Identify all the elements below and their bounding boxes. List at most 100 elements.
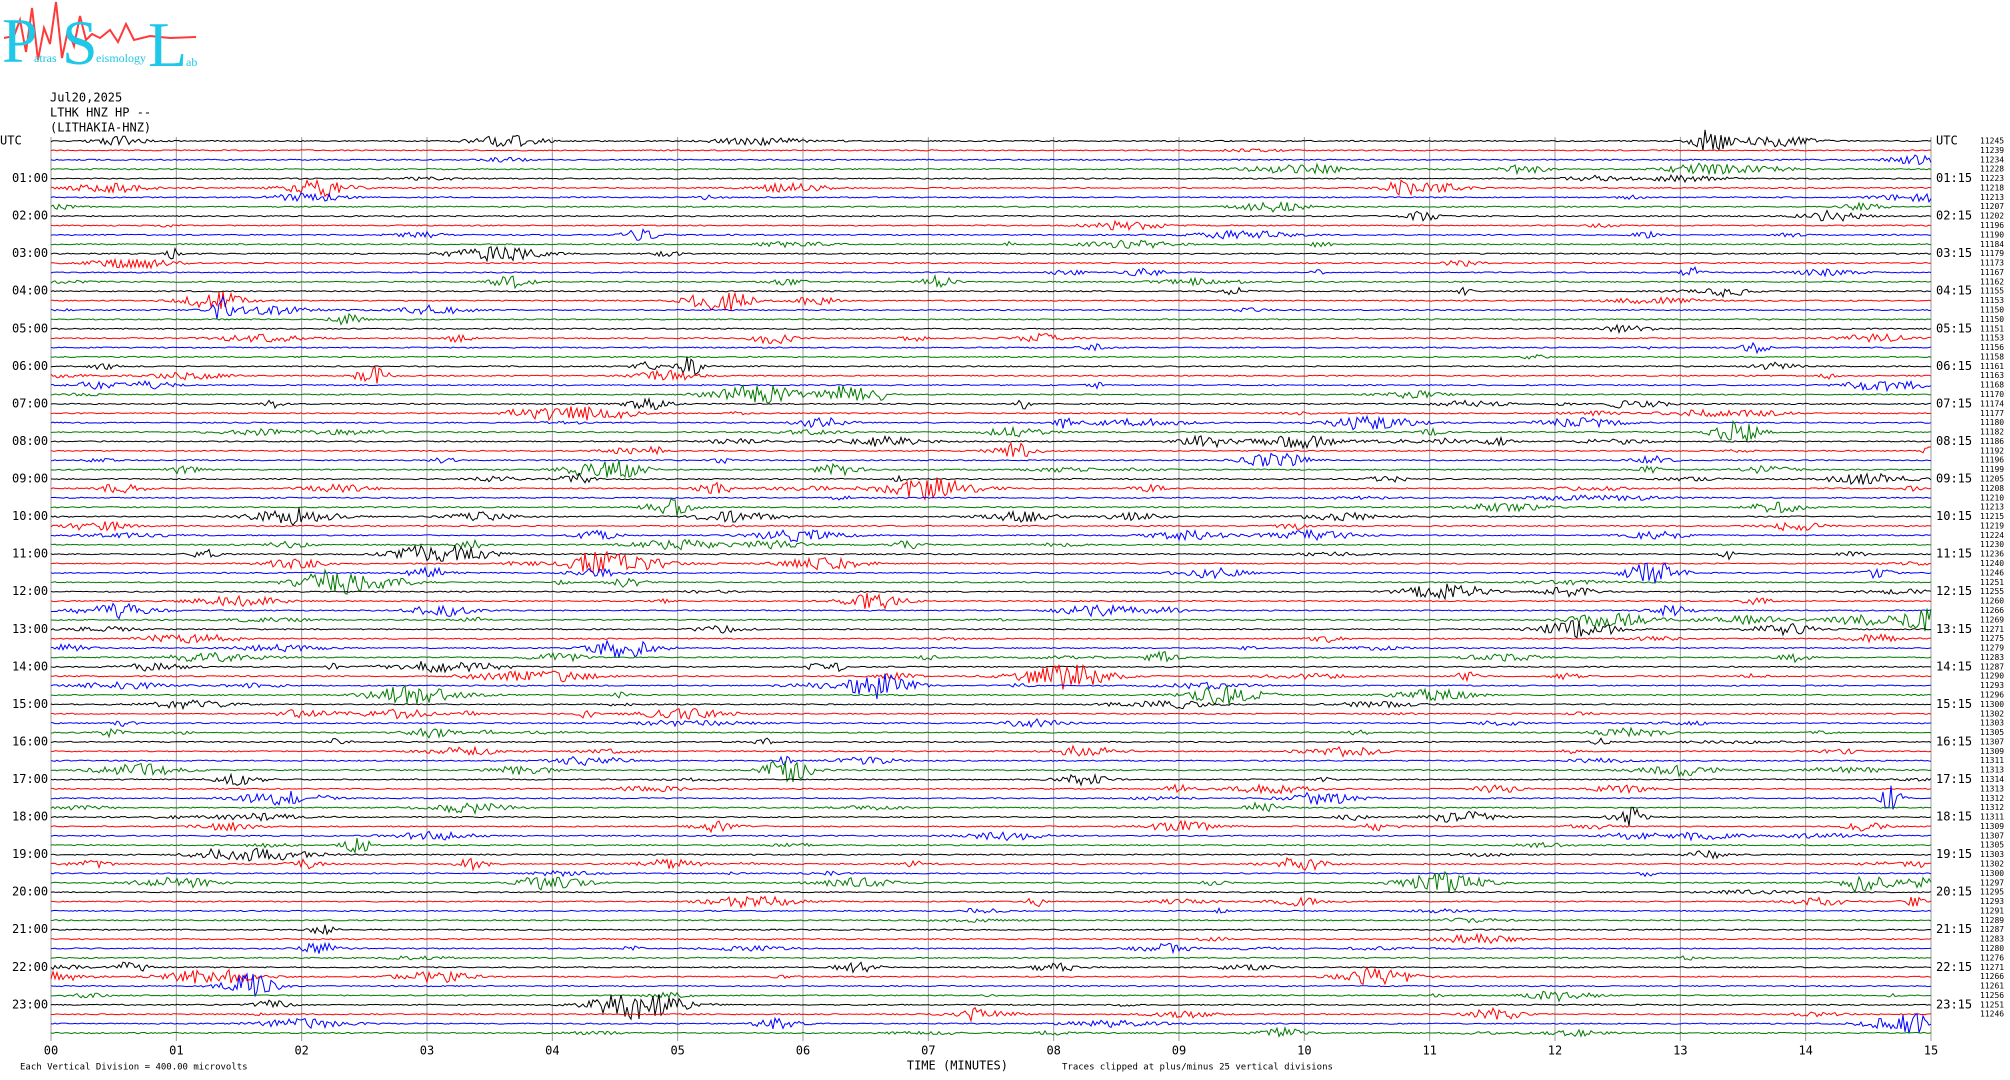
row-count: 11307 xyxy=(1980,831,2004,840)
row-count: 11300 xyxy=(1980,700,2004,709)
row-count: 11283 xyxy=(1980,935,2004,944)
right-time-label: 05:15 xyxy=(1936,321,1972,335)
trace xyxy=(50,907,1932,914)
trace xyxy=(50,219,1932,232)
row-count: 11311 xyxy=(1980,756,2004,765)
row-count: 11168 xyxy=(1980,381,2004,390)
trace xyxy=(50,737,1932,745)
right-time-label: 06:15 xyxy=(1936,359,1972,373)
x-tick-label: 07 xyxy=(921,1044,935,1058)
right-time-label: 19:15 xyxy=(1936,847,1972,861)
row-count: 11199 xyxy=(1980,465,2004,474)
logo-word: eismology xyxy=(96,51,146,65)
trace xyxy=(50,707,1932,720)
x-tick-label: 04 xyxy=(545,1044,559,1058)
scale-note: Each Vertical Division = 400.00 microvol… xyxy=(20,1063,248,1073)
trace xyxy=(50,162,1932,176)
row-count: 11261 xyxy=(1980,982,2004,991)
trace xyxy=(50,173,1932,183)
row-count: 11196 xyxy=(1980,221,2004,230)
left-time-label: 17:00 xyxy=(12,772,48,786)
trace xyxy=(50,341,1932,355)
row-count: 11180 xyxy=(1980,418,2004,427)
row-count: 11150 xyxy=(1980,306,2004,315)
row-count: 11167 xyxy=(1980,268,2004,277)
left-time-label: UTC xyxy=(0,134,22,148)
x-tick-label: 02 xyxy=(294,1044,308,1058)
trace xyxy=(50,434,1932,450)
row-count: 11293 xyxy=(1980,681,2004,690)
row-count: 11260 xyxy=(1980,597,2004,606)
left-time-label: 16:00 xyxy=(12,734,48,748)
row-count: 11271 xyxy=(1980,963,2004,972)
row-count: 11271 xyxy=(1980,625,2004,634)
row-count: 11246 xyxy=(1980,1010,2004,1019)
trace xyxy=(50,633,1932,644)
trace xyxy=(50,405,1932,422)
row-count: 11182 xyxy=(1980,428,2004,437)
clip-note: Traces clipped at plus/minus 25 vertical… xyxy=(1062,1063,1333,1073)
right-time-label: 23:15 xyxy=(1936,997,1972,1011)
trace xyxy=(50,801,1932,816)
row-count: 11161 xyxy=(1980,362,2004,371)
row-count: 11314 xyxy=(1980,775,2004,784)
trace xyxy=(50,452,1932,467)
right-time-label: 17:15 xyxy=(1936,772,1972,786)
row-count: 11287 xyxy=(1980,925,2004,934)
trace xyxy=(50,257,1932,270)
row-count: 11196 xyxy=(1980,456,2004,465)
row-count: 11287 xyxy=(1980,662,2004,671)
row-count: 11275 xyxy=(1980,634,2004,643)
trace xyxy=(50,568,1932,595)
logo: P atras S eismology L ab xyxy=(2,1,197,80)
trace xyxy=(51,990,1932,1003)
row-count: 11302 xyxy=(1980,709,2004,718)
row-count: 11309 xyxy=(1980,822,2004,831)
trace xyxy=(50,830,1932,842)
trace xyxy=(50,384,1932,404)
trace xyxy=(50,550,1932,574)
x-tick-label: 08 xyxy=(1046,1044,1060,1058)
trace xyxy=(50,379,1932,393)
trace xyxy=(50,396,1932,410)
row-count: 11269 xyxy=(1980,615,2004,624)
left-time-label: 18:00 xyxy=(12,810,48,824)
trace xyxy=(50,200,1932,213)
row-count: 11279 xyxy=(1980,644,2004,653)
trace xyxy=(50,1012,1932,1034)
x-tick-label: 10 xyxy=(1297,1044,1311,1058)
row-count: 11276 xyxy=(1980,953,2004,962)
trace xyxy=(51,785,1932,810)
row-count: 11309 xyxy=(1980,747,2004,756)
left-time-label: 08:00 xyxy=(12,434,48,448)
row-count: 11156 xyxy=(1980,343,2004,352)
row-count: 11223 xyxy=(1980,174,2004,183)
row-count: 11303 xyxy=(1980,850,2004,859)
logo-word: atras xyxy=(34,51,57,65)
right-time-label: 03:15 xyxy=(1936,246,1972,260)
right-time-label: 09:15 xyxy=(1936,472,1972,486)
trace xyxy=(50,889,1932,895)
trace xyxy=(50,955,1932,961)
row-count: 11302 xyxy=(1980,859,2004,868)
row-count: 11312 xyxy=(1980,794,2004,803)
row-count: 11202 xyxy=(1980,212,2004,221)
trace xyxy=(50,760,1932,783)
row-count: 11246 xyxy=(1980,568,2004,577)
trace xyxy=(50,744,1932,758)
row-count: 11228 xyxy=(1980,165,2004,174)
trace xyxy=(51,783,1932,795)
trace xyxy=(51,472,1932,486)
row-count: 11190 xyxy=(1980,230,2004,239)
row-count: 11280 xyxy=(1980,944,2004,953)
trace xyxy=(50,507,1932,527)
row-count: 11312 xyxy=(1980,803,2004,812)
right-time-label: 11:15 xyxy=(1936,547,1972,561)
left-time-label: 13:00 xyxy=(12,622,48,636)
trace xyxy=(50,239,1932,249)
trace xyxy=(50,772,1932,787)
row-count: 11313 xyxy=(1980,766,2004,775)
trace xyxy=(50,228,1931,241)
trace xyxy=(50,592,1932,610)
row-count: 11170 xyxy=(1980,390,2004,399)
